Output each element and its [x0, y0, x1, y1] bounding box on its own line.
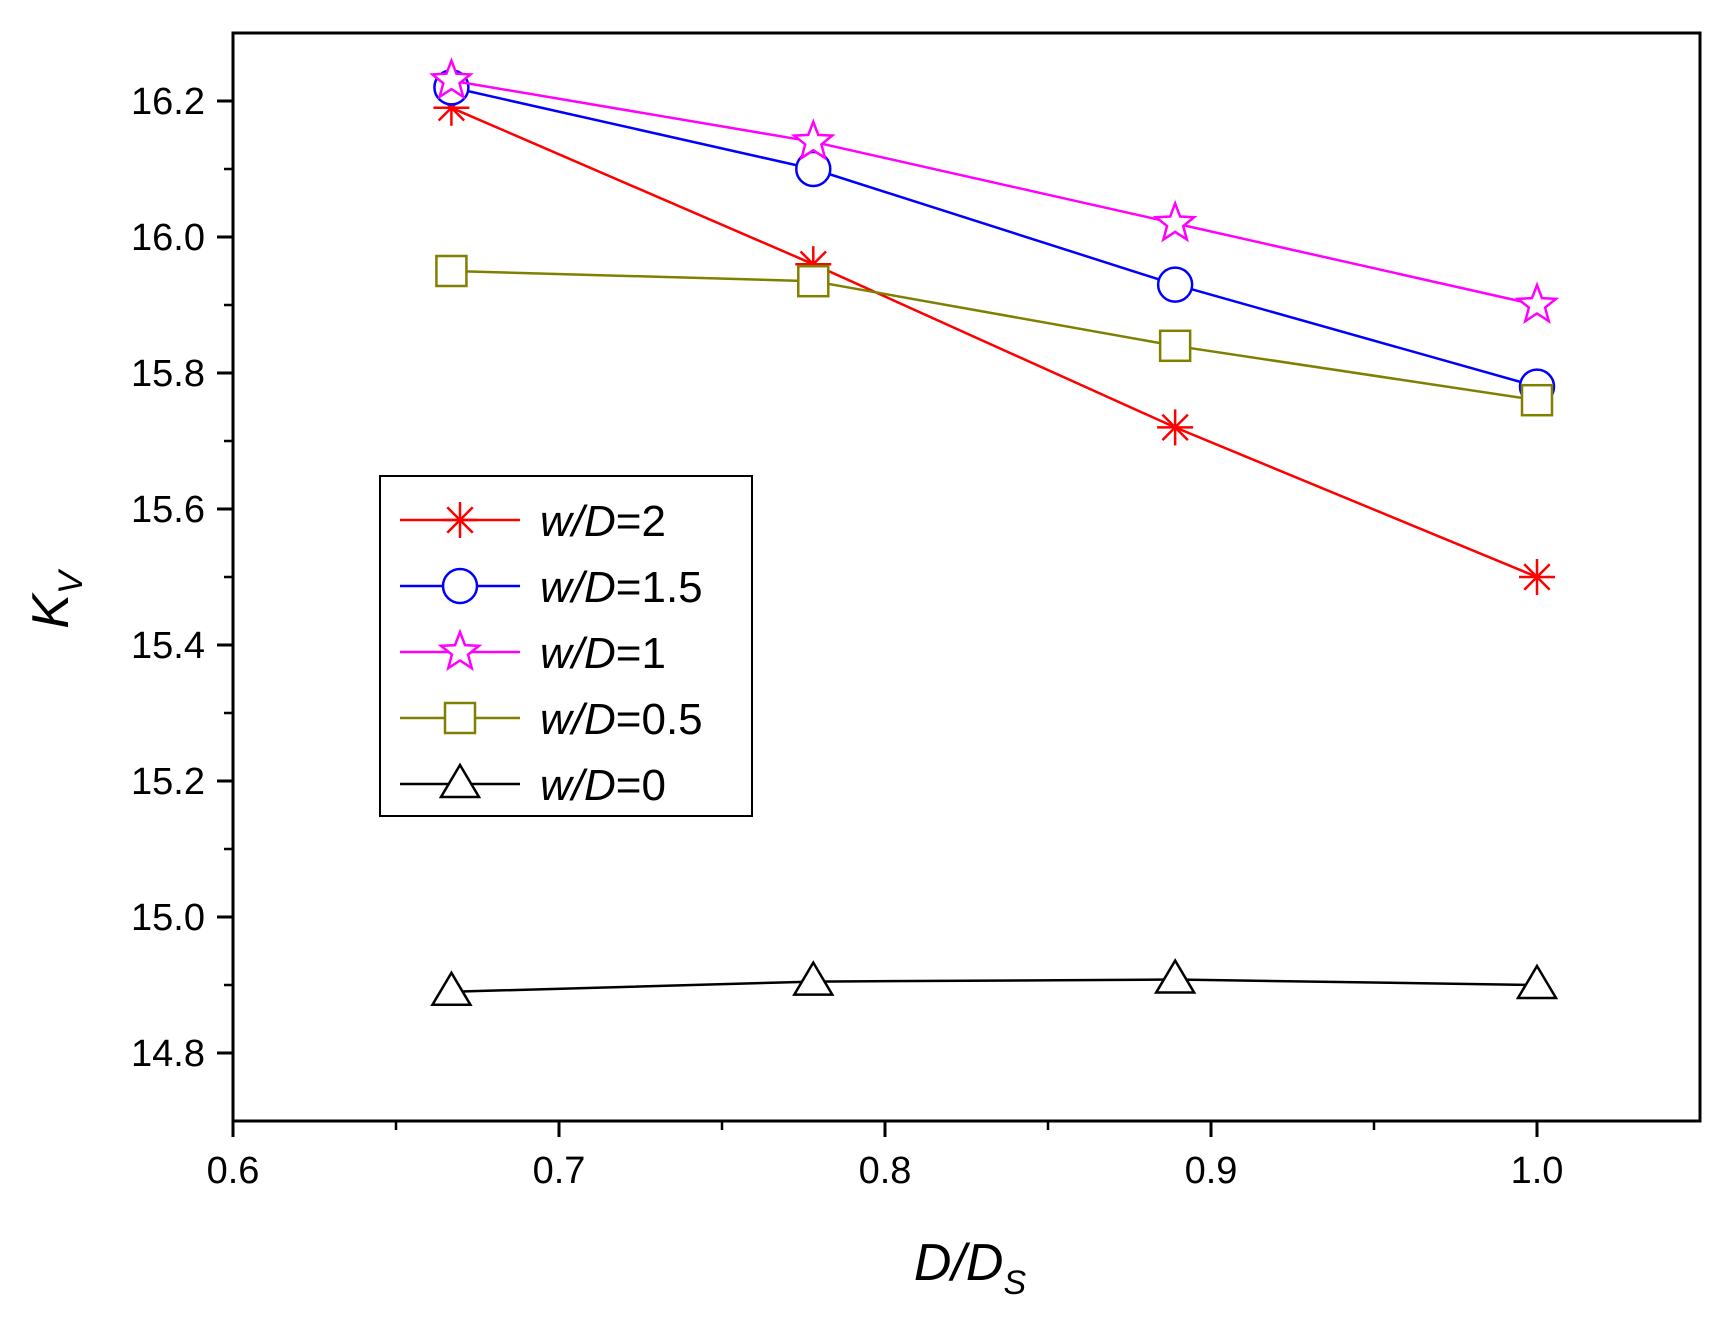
axis-ticks: 0.6 0.7 0.8 0.9 1.0 14.8 15.0 15.2 15.4 15.6 15.8 1… — [131, 81, 1563, 1192]
legend-marker — [443, 701, 477, 735]
legend-item: w/D=0.5 — [400, 695, 703, 744]
data-point-0-3 — [1519, 559, 1555, 595]
legend-label: w/D=1 — [540, 629, 666, 678]
series-line-4 — [451, 978, 1538, 994]
legend-item: w/D=1 — [400, 628, 666, 678]
y-tick-label: 15.6 — [131, 489, 205, 531]
y-tick-label: 15.2 — [131, 761, 205, 803]
y-tick-label: 15.4 — [131, 625, 205, 667]
legend-marker — [441, 567, 479, 605]
data-point-2-0 — [429, 57, 474, 100]
data-point-2-3 — [1514, 281, 1560, 325]
legend-item: w/D=2 — [400, 497, 666, 546]
series-line-3 — [451, 269, 1538, 402]
y-tick-label: 14.8 — [131, 1033, 205, 1075]
y-tick-label: 15.0 — [131, 897, 205, 939]
data-point-4-0 — [430, 970, 473, 1007]
data-point-3-1 — [797, 264, 830, 298]
series-0 — [433, 89, 1555, 595]
series-4 — [430, 958, 1559, 1007]
series-line-0 — [450, 106, 1538, 579]
series-line-2 — [451, 79, 1538, 307]
data-point-1-1 — [795, 150, 832, 188]
legend-label: w/D=0.5 — [540, 695, 703, 744]
y-axis-title: KV — [22, 568, 90, 629]
series-line-1 — [451, 86, 1538, 388]
x-axis-title: D/DS — [914, 1234, 1027, 1302]
x-tick-label: 0.8 — [859, 1150, 912, 1192]
x-tick-label: 0.7 — [533, 1150, 586, 1192]
legend-item: w/D=0 — [400, 761, 666, 810]
plot-area — [429, 57, 1560, 1007]
legend: w/D=2 w/D=1.5 w/D=1 w/D=0.5 w/D=0 — [379, 475, 753, 817]
data-point-3-2 — [1158, 329, 1192, 363]
data-point-4-3 — [1515, 963, 1559, 1000]
legend-marker — [442, 502, 478, 538]
legend-label: w/D=1.5 — [540, 563, 703, 612]
data-point-4-1 — [792, 960, 835, 996]
legend-marker — [437, 628, 483, 672]
x-tick-label: 0.9 — [1185, 1150, 1238, 1192]
data-point-2-2 — [1152, 199, 1198, 243]
data-point-3-0 — [435, 254, 468, 288]
data-point-4-2 — [1153, 958, 1197, 994]
data-point-2-1 — [790, 118, 836, 161]
legend-label: w/D=2 — [540, 497, 666, 546]
data-point-1-2 — [1156, 266, 1194, 303]
series-2 — [429, 57, 1560, 325]
y-tick-label: 16.0 — [131, 217, 205, 259]
x-tick-label: 1.0 — [1511, 1150, 1564, 1192]
y-tick-label: 16.2 — [131, 81, 205, 123]
legend-items: w/D=2 w/D=1.5 w/D=1 w/D=0.5 w/D=0 — [400, 497, 703, 810]
x-tick-label: 0.6 — [207, 1150, 260, 1192]
data-point-3-3 — [1520, 383, 1554, 417]
legend-marker — [438, 762, 482, 799]
legend-label: w/D=0 — [540, 761, 666, 810]
series-3 — [435, 254, 1554, 417]
legend-item: w/D=1.5 — [400, 563, 703, 612]
y-tick-label: 15.8 — [131, 353, 205, 395]
data-point-0-2 — [1157, 409, 1194, 446]
